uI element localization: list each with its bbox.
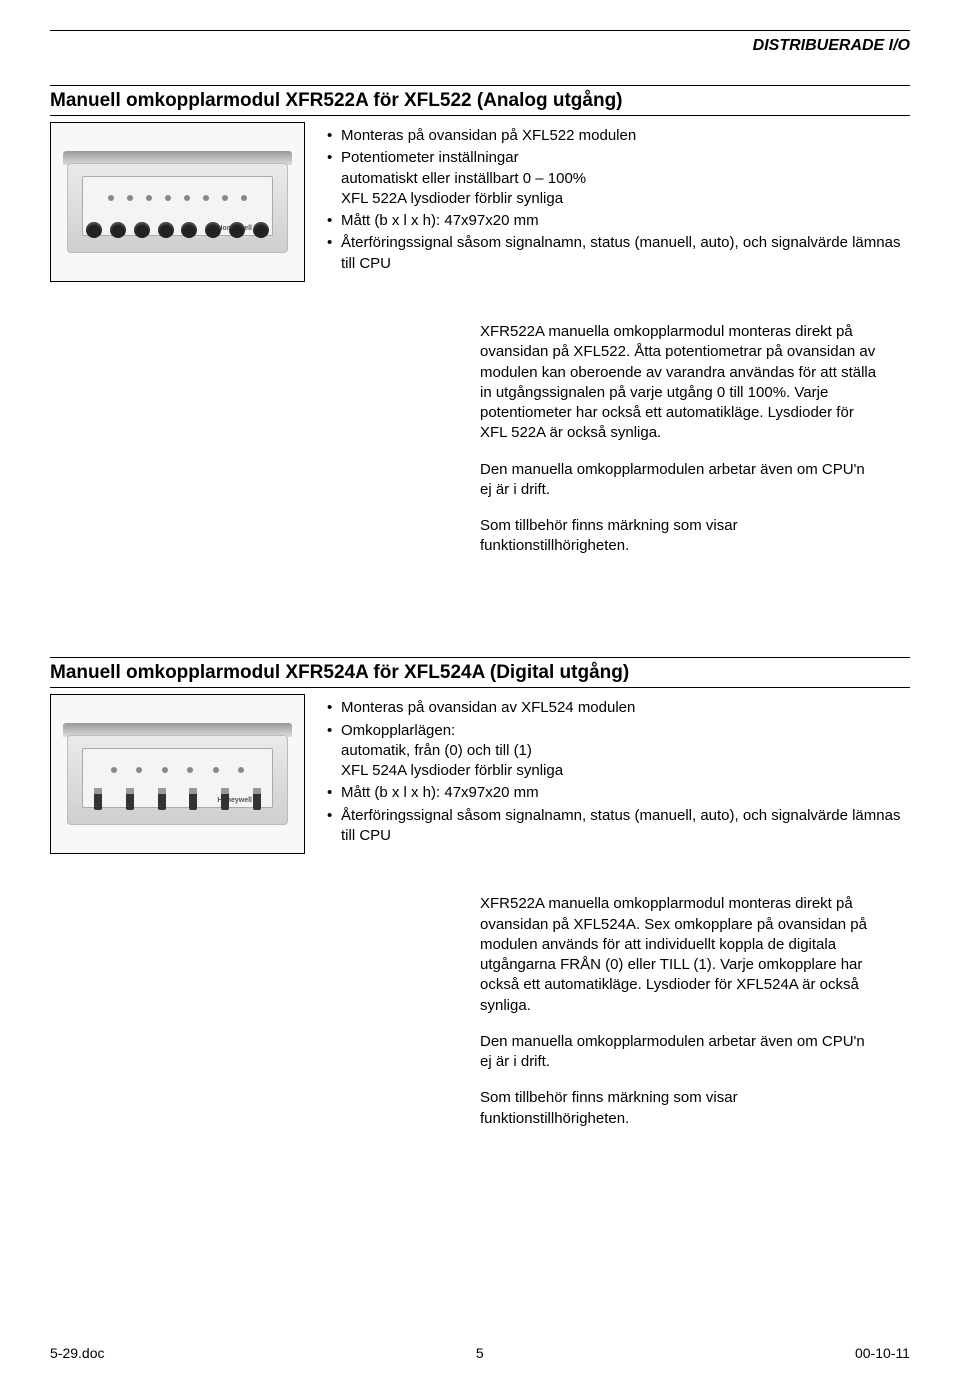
knob-icon [181,222,197,238]
bullet-item: Återföringssignal såsom signalnamn, stat… [325,806,910,847]
desc-paragraph: Som tillbehör finns märkning som visar f… [480,516,880,557]
section-rule [50,115,910,116]
switch-icon [158,792,166,810]
switch-icon [221,792,229,810]
bullet-subtext: XFL 524A lysdioder förblir synliga [341,761,910,781]
section-rule [50,687,910,688]
knob-icon [134,222,150,238]
section-rule [50,85,910,86]
led-icon [238,767,244,773]
led-icon [187,767,193,773]
bullet-text: Återföringssignal såsom signalnamn, stat… [341,234,900,271]
bullet-subtext: XFL 522A lysdioder förblir synliga [341,189,910,209]
section1-title: Manuell omkopplarmodul XFR522A för XFL52… [50,88,910,114]
bullet-item: Mått (b x l x h): 47x97x20 mm [325,211,910,231]
bullet-text: Omkopplarlägen: [341,722,455,739]
led-icon [146,195,152,201]
bullet-item: Omkopplarlägen: automatik, från (0) och … [325,721,910,782]
desc-paragraph: Den manuella omkopplarmodulen arbetar äv… [480,460,880,501]
switch-icon [94,792,102,810]
page-category: DISTRIBUERADE I/O [50,35,910,57]
knobs-row [82,222,273,238]
switch-icon [189,792,197,810]
spacer [50,597,910,657]
knob-icon [205,222,221,238]
footer-left: 5-29.doc [50,1344,104,1363]
section2-title: Manuell omkopplarmodul XFR524A för XFL52… [50,660,910,686]
desc-paragraph: XFR522A manuella omkopplarmodul monteras… [480,322,880,444]
desc-paragraph: Den manuella omkopplarmodulen arbetar äv… [480,1032,880,1073]
bullet-subtext: automatik, från (0) och till (1) [341,741,910,761]
page: DISTRIBUERADE I/O Manuell omkopplarmodul… [0,0,960,1383]
section1-body: Honeywell Monteras på [50,122,910,282]
device-body: Honeywell [67,735,288,825]
device-illustration: Honeywell [63,151,292,253]
section1-description: XFR522A manuella omkopplarmodul monteras… [480,322,880,557]
header-rule [50,30,910,31]
bullet-subtext: automatiskt eller inställbart 0 – 100% [341,169,910,189]
device-body: Honeywell [67,163,288,253]
switches-row [82,792,273,810]
led-icon [111,767,117,773]
bullet-text: Monteras på ovansidan av XFL524 modulen [341,699,635,716]
bullet-item: Potentiometer inställningar automatiskt … [325,148,910,209]
section1-bullets: Monteras på ovansidan på XFL522 modulen … [325,122,910,282]
led-icon [203,195,209,201]
section2-description: XFR522A manuella omkopplarmodul monteras… [480,894,880,1129]
bullet-list: Monteras på ovansidan av XFL524 modulen … [325,698,910,846]
switch-icon [253,792,261,810]
desc-paragraph: XFR522A manuella omkopplarmodul monteras… [480,894,880,1016]
led-icon [222,195,228,201]
led-icon [136,767,142,773]
product-image-xfr524a: Honeywell [50,694,305,854]
led-icon [162,767,168,773]
bullet-text: Återföringssignal såsom signalnamn, stat… [341,807,900,844]
product-image-xfr522a: Honeywell [50,122,305,282]
bullet-item: Mått (b x l x h): 47x97x20 mm [325,783,910,803]
switch-icon [126,792,134,810]
led-icon [184,195,190,201]
led-icon [108,195,114,201]
bullet-text: Potentiometer inställningar [341,149,519,166]
bullet-text: Monteras på ovansidan på XFL522 modulen [341,127,636,144]
knob-icon [253,222,269,238]
footer-page-number: 5 [476,1344,484,1363]
bullet-text: Mått (b x l x h): 47x97x20 mm [341,212,539,229]
led-icon [241,195,247,201]
knob-icon [86,222,102,238]
led-icon [213,767,219,773]
footer-date: 00-10-11 [855,1344,910,1363]
page-footer: 5-29.doc 5 00-10-11 [50,1344,910,1363]
device-illustration: Honeywell [63,723,292,825]
knob-icon [158,222,174,238]
bullet-item: Monteras på ovansidan av XFL524 modulen [325,698,910,718]
knob-icon [110,222,126,238]
section2-body: Honeywell Monteras på ovansidan av XFL52… [50,694,910,854]
led-icon [127,195,133,201]
bullet-item: Monteras på ovansidan på XFL522 modulen [325,126,910,146]
knob-icon [229,222,245,238]
bullet-item: Återföringssignal såsom signalnamn, stat… [325,233,910,274]
section2-bullets: Monteras på ovansidan av XFL524 modulen … [325,694,910,854]
bullet-list: Monteras på ovansidan på XFL522 modulen … [325,126,910,274]
desc-paragraph: Som tillbehör finns märkning som visar f… [480,1088,880,1129]
bullet-text: Mått (b x l x h): 47x97x20 mm [341,784,539,801]
led-row [101,767,254,773]
led-icon [165,195,171,201]
led-row [101,195,254,201]
section-rule [50,657,910,658]
